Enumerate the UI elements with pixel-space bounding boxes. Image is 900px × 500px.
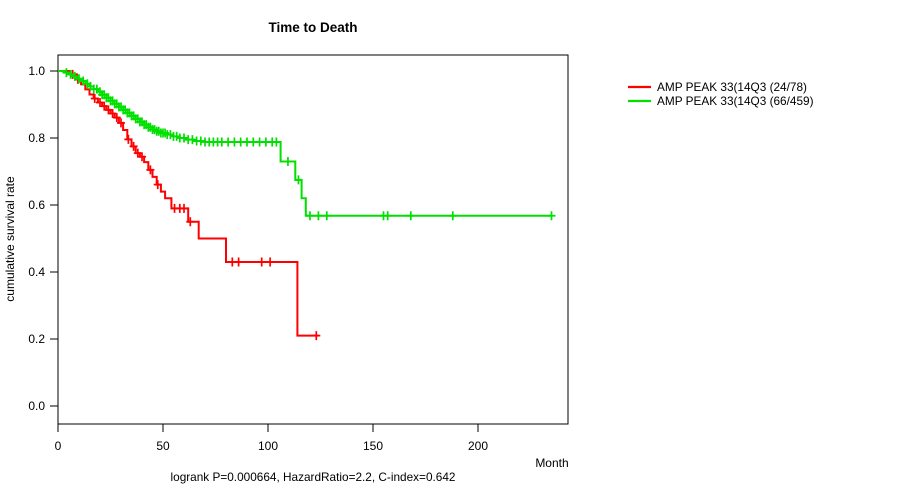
y-tick-label: 0.6 [28,198,45,212]
axes: 0.0 0.2 0.4 0.6 0.8 1.0 0 50 100 150 200 [28,64,488,453]
y-tick-label: 0.8 [28,131,45,145]
y-tick-label: 0.4 [28,265,45,279]
y-tick-label: 0.0 [28,399,45,413]
legend-label-series-1: AMP PEAK 33(14Q3 (24/78) [657,80,807,94]
x-tick-label: 150 [363,439,383,453]
survival-curves [58,68,556,341]
y-axis-label: cumulative survival rate [3,176,17,302]
x-tick-label: 50 [156,439,170,453]
y-tick-label: 1.0 [28,64,45,78]
x-tick-label: 200 [468,439,488,453]
statistics-footer: logrank P=0.000664, HazardRatio=2.2, C-i… [171,470,456,484]
chart-title: Time to Death [268,20,357,35]
x-tick-label: 0 [55,439,62,453]
x-axis-label: Month [535,456,568,470]
x-tick-label: 100 [258,439,278,453]
censor-marks-series-1 [68,69,321,341]
plot-box [57,54,569,425]
legend-label-series-2: AMP PEAK 33(14Q3 (66/459) [657,94,814,108]
legend: AMP PEAK 33(14Q3 (24/78) AMP PEAK 33(14Q… [628,80,814,108]
km-curve-series-1 [58,70,318,337]
y-tick-label: 0.2 [28,332,45,346]
censor-marks-series-2 [62,68,556,221]
